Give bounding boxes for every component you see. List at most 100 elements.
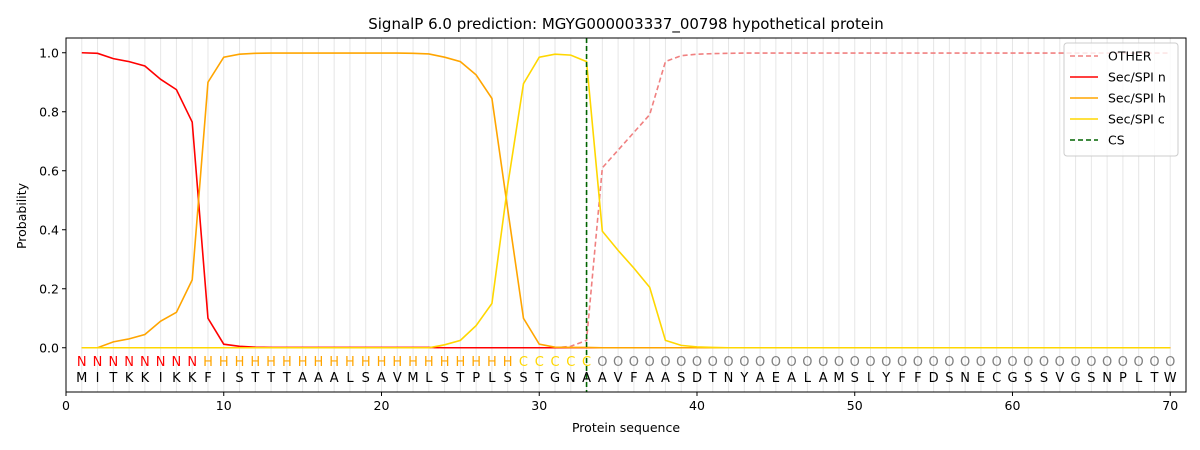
x-tick-label: 30 (531, 398, 547, 413)
x-axis-ticks: 0 10 20 30 40 50 60 70 (62, 392, 1178, 413)
y-tick-label: 0.6 (39, 163, 59, 178)
residue-label: D (692, 371, 702, 386)
annotation-label: H (471, 355, 481, 370)
y-axis-label: Probability (14, 182, 29, 249)
annotation-label: O (613, 355, 623, 370)
residue-label: E (772, 371, 780, 386)
residue-label: M (407, 371, 418, 386)
annotation-label: O (1102, 355, 1112, 370)
residue-label: A (582, 371, 591, 386)
annotation-label: N (172, 355, 182, 370)
residue-label: P (472, 371, 480, 386)
residue-label: S (945, 371, 953, 386)
residue-label: S (362, 371, 370, 386)
y-tick-label: 0.4 (39, 222, 59, 237)
annotation-label: O (1070, 355, 1080, 370)
annotation-label: O (629, 355, 639, 370)
series-line-sec-spi-n (81, 51, 1171, 349)
series-line-sec-spi-c (81, 53, 1171, 349)
residue-label: E (977, 371, 985, 386)
residue-label: A (787, 371, 796, 386)
residue-label: F (914, 371, 921, 386)
residue-label: A (819, 371, 828, 386)
residue-label: N (724, 371, 734, 386)
annotation-label: H (235, 355, 245, 370)
series-lines (81, 38, 1171, 392)
annotation-label: H (203, 355, 213, 370)
residue-label: V (614, 371, 623, 386)
residue-label: W (1164, 371, 1177, 386)
annotation-label: O (708, 355, 718, 370)
residue-label: Y (881, 371, 890, 386)
legend-label: CS (1108, 133, 1125, 148)
residue-label: A (756, 371, 765, 386)
x-tick-label: 0 (62, 398, 70, 413)
residue-label: K (188, 371, 197, 386)
annotation-label: H (266, 355, 276, 370)
residue-label: L (804, 371, 812, 386)
residue-label: A (645, 371, 654, 386)
annotation-label: O (1023, 355, 1033, 370)
annotation-label: O (1007, 355, 1017, 370)
annotation-label: N (156, 355, 166, 370)
annotation-label: H (440, 355, 450, 370)
annotation-label: C (566, 355, 575, 370)
residue-label: K (125, 371, 134, 386)
residue-label: T (250, 371, 259, 386)
x-tick-label: 20 (374, 398, 390, 413)
residue-label: T (534, 371, 543, 386)
annotation-label: H (424, 355, 434, 370)
y-tick-label: 0.8 (39, 104, 59, 119)
residue-label: S (519, 371, 527, 386)
annotation-label: O (960, 355, 970, 370)
annotation-label: H (298, 355, 308, 370)
annotation-label: H (392, 355, 402, 370)
annotation-label: N (124, 355, 134, 370)
residue-label: S (1040, 371, 1048, 386)
annotation-label: H (503, 355, 513, 370)
annotation-label: H (455, 355, 465, 370)
grid-lines (81, 38, 1171, 392)
series-line-other (81, 52, 1171, 349)
series-line-sec-spi-h (81, 52, 1171, 349)
annotation-label: O (897, 355, 907, 370)
residue-label: A (298, 371, 307, 386)
annotation-label: N (108, 355, 118, 370)
residue-label: M (833, 371, 844, 386)
residue-label: A (661, 371, 670, 386)
residue-label: S (440, 371, 448, 386)
annotation-label: O (771, 355, 781, 370)
annotation-label: O (881, 355, 891, 370)
annotation-label: H (408, 355, 418, 370)
x-tick-label: 60 (1005, 398, 1021, 413)
annotation-label: O (660, 355, 670, 370)
residue-label: L (867, 371, 875, 386)
annotation-label: O (1039, 355, 1049, 370)
residue-label: V (1055, 371, 1064, 386)
residue-label: V (393, 371, 402, 386)
annotation-label: H (314, 355, 324, 370)
annotation-label: O (976, 355, 986, 370)
annotation-label: H (282, 355, 292, 370)
residue-label: A (377, 371, 386, 386)
residue-label: N (1102, 371, 1112, 386)
residue-label: T (1149, 371, 1158, 386)
annotation-label: O (1165, 355, 1175, 370)
annotation-label: C (582, 355, 591, 370)
annotation-label: O (834, 355, 844, 370)
annotation-label: N (93, 355, 103, 370)
residue-label: L (425, 371, 433, 386)
residue-label: M (76, 371, 87, 386)
annotation-label: O (645, 355, 655, 370)
residue-label: T (708, 371, 717, 386)
residue-label: F (204, 371, 211, 386)
annotation-label: O (865, 355, 875, 370)
annotation-label: O (850, 355, 860, 370)
annotation-label: O (944, 355, 954, 370)
annotation-label: N (77, 355, 87, 370)
annotation-label: O (676, 355, 686, 370)
legend-label: Sec/SPI h (1108, 91, 1166, 106)
legend: OTHER Sec/SPI n Sec/SPI h Sec/SPI c CS (1063, 42, 1179, 157)
